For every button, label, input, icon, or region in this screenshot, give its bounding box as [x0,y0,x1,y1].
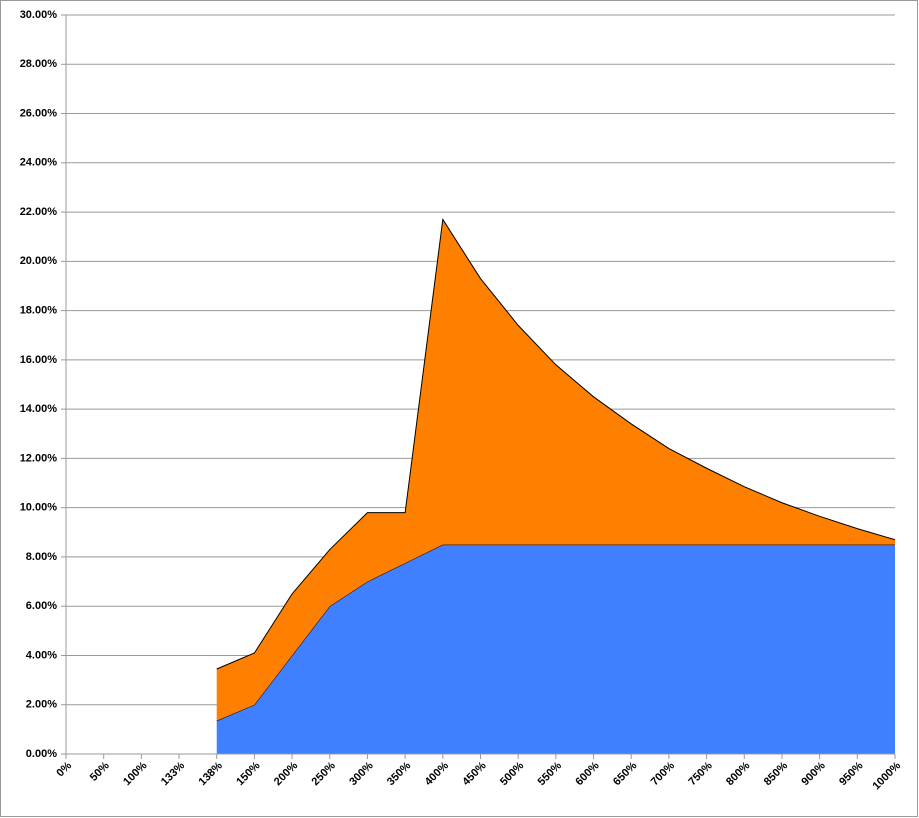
y-tick-label: 22.00% [20,206,58,218]
area [216,544,895,754]
y-tick-label: 26.00% [20,107,58,119]
y-tick-label: 24.00% [20,157,58,169]
y-tick-label: 6.00% [26,600,57,612]
y-tick-label: 18.00% [20,305,58,317]
y-tick-label: 8.00% [26,551,57,563]
y-tick-label: 12.00% [20,452,58,464]
y-tick-label: 0.00% [26,748,57,760]
area-edge [216,218,896,670]
area [216,219,895,721]
y-tick-label: 14.00% [20,403,58,415]
y-tick-label: 30.00% [20,9,58,21]
y-tick-label: 16.00% [20,354,58,366]
y-tick-label: 2.00% [26,699,57,711]
y-tick-label: 10.00% [20,502,58,514]
y-tick-label: 4.00% [26,649,57,661]
y-tick-label: 28.00% [20,58,58,70]
y-tick-label: 20.00% [20,255,58,267]
